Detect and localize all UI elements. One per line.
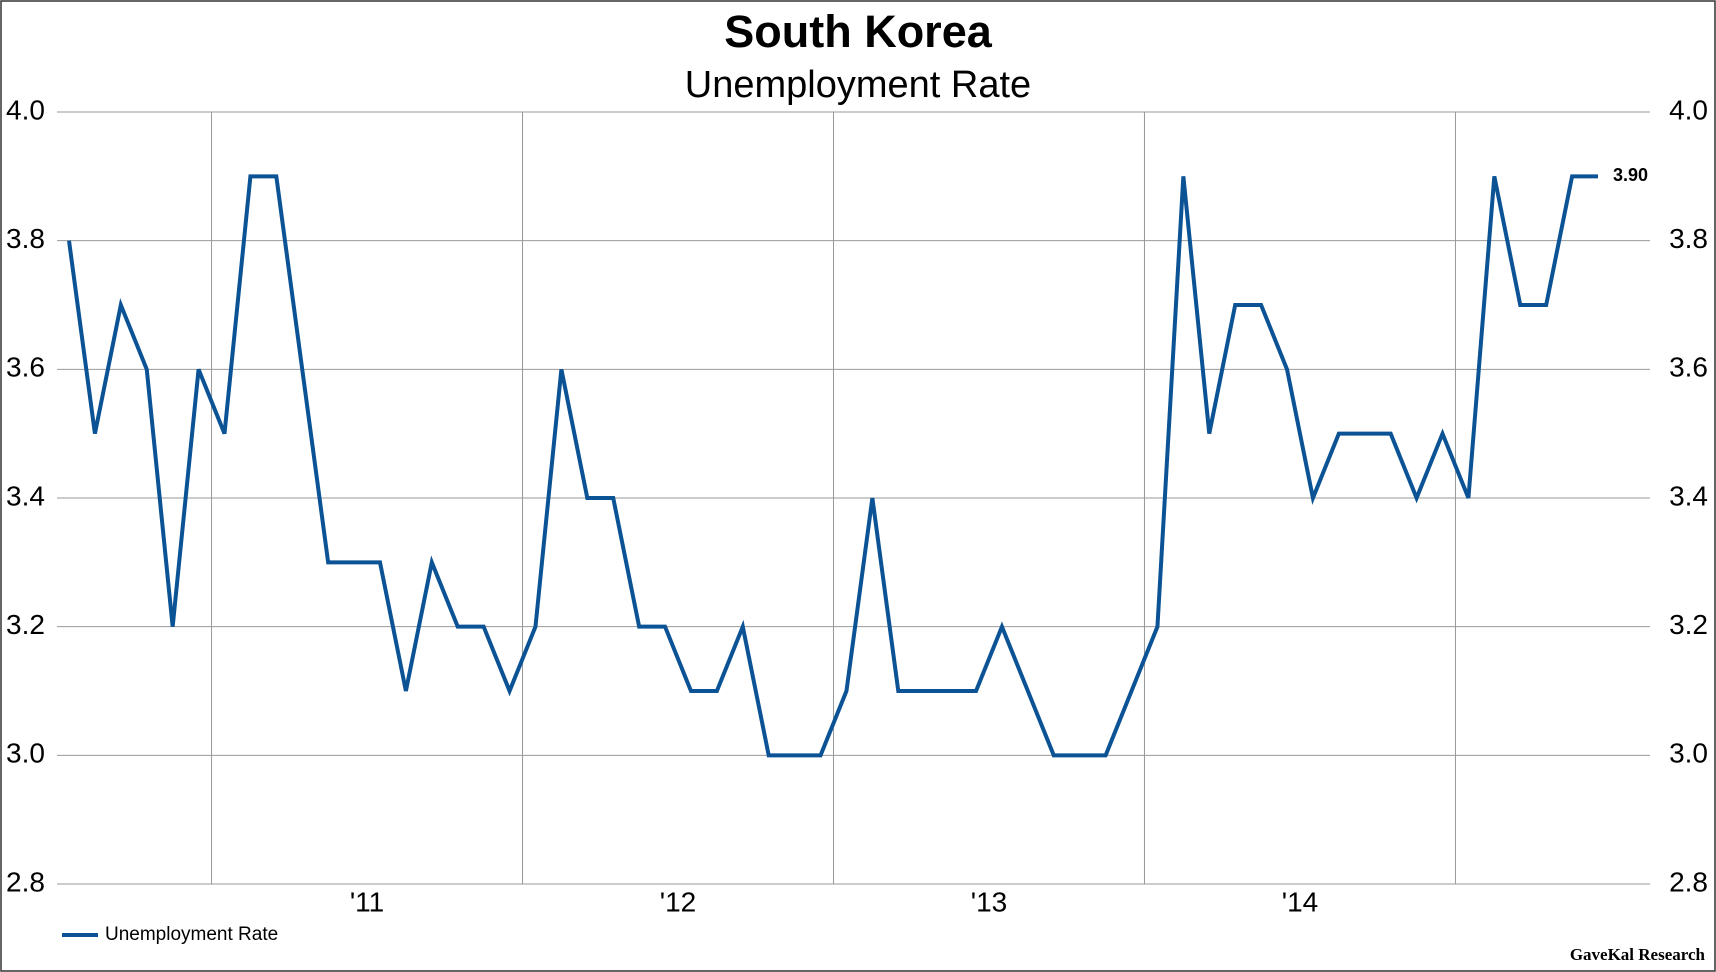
- y2-tick-label: 4.0: [1669, 94, 1708, 125]
- line: [67, 174, 1598, 758]
- y2-tick-label: 3.6: [1669, 352, 1708, 383]
- x-tick-label: '13: [971, 886, 1008, 917]
- x-tick-label: '12: [660, 886, 697, 917]
- chart-subtitle: Unemployment Rate: [685, 64, 1031, 106]
- y-tick-label: 3.4: [6, 480, 45, 511]
- y-tick-label: 3.6: [6, 352, 45, 383]
- x-tick-label: '11: [350, 886, 384, 917]
- value-label: 3.90: [1613, 165, 1648, 185]
- source: GaveKal Research: [1570, 945, 1706, 964]
- y-tick-label: 4.0: [6, 94, 45, 125]
- legend-label: Unemployment Rate: [105, 924, 278, 945]
- y2-tick-label: 3.2: [1669, 609, 1708, 640]
- chart-title: South Korea: [724, 6, 992, 57]
- y2-tick-label: 3.0: [1669, 738, 1708, 769]
- y2-tick-label: 3.8: [1669, 223, 1708, 254]
- y-tick-label: 2.8: [6, 866, 45, 897]
- y-tick-label: 3.0: [6, 738, 45, 769]
- y2-tick-label: 2.8: [1669, 866, 1708, 897]
- x-tick-label: '14: [1282, 886, 1319, 917]
- y-tick-label: 3.2: [6, 609, 45, 640]
- y2-tick-label: 3.4: [1669, 480, 1708, 511]
- y-tick-label: 3.8: [6, 223, 45, 254]
